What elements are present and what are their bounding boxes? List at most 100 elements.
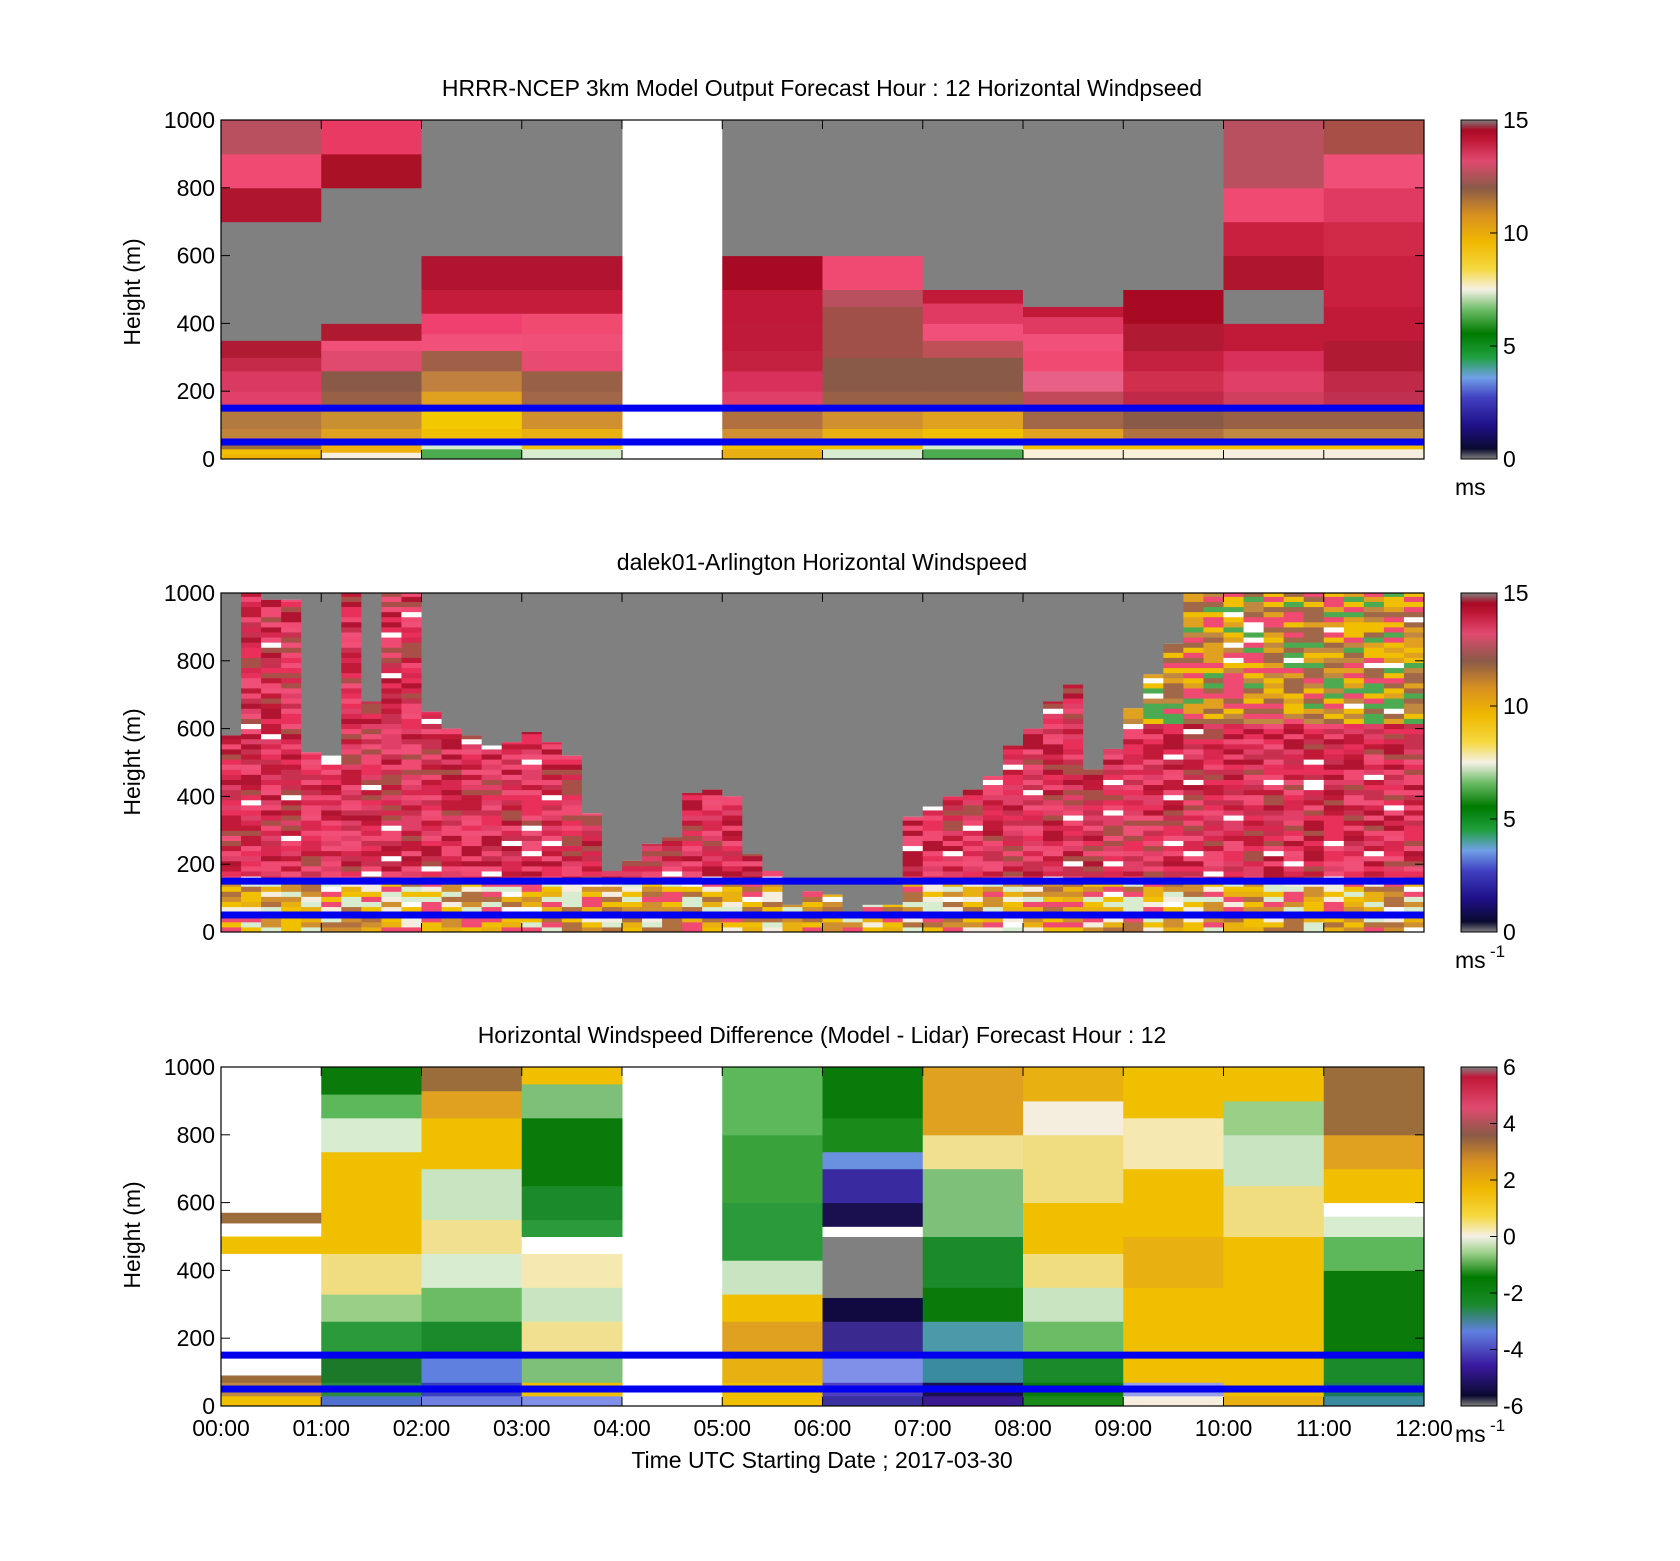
heatmap-cell <box>281 621 302 628</box>
heatmap-cell <box>261 682 282 689</box>
heatmap-cell <box>1103 906 1124 913</box>
heatmap-cell <box>1243 906 1265 913</box>
heatmap-cell <box>1243 662 1265 669</box>
heatmap-cell <box>822 901 844 908</box>
heatmap-cell <box>1303 667 1325 674</box>
heatmap-cell <box>1203 926 1224 933</box>
heatmap-cell <box>1243 896 1265 902</box>
heatmap-cell <box>1063 794 1084 801</box>
heatmap-cell <box>1163 850 1184 857</box>
heatmap-cell <box>1203 835 1224 841</box>
heatmap-cell <box>341 693 362 699</box>
heatmap-cell <box>1323 896 1345 902</box>
heatmap-cell <box>1023 860 1044 867</box>
heatmap-cell <box>1223 1355 1325 1383</box>
heatmap-cell <box>922 845 944 852</box>
heatmap-cell <box>481 799 503 806</box>
heatmap-cell <box>381 748 402 755</box>
heatmap-cell <box>1323 789 1345 796</box>
heatmap-cell <box>381 906 402 913</box>
heatmap-cell <box>401 652 422 658</box>
heatmap-cell <box>261 647 282 653</box>
heatmap-cell <box>982 865 1004 872</box>
heatmap-cell <box>1243 774 1265 780</box>
heatmap-cell <box>1323 1236 1425 1271</box>
heatmap-cell <box>1063 684 1084 689</box>
heatmap-cell <box>601 916 623 923</box>
heatmap-cell <box>241 693 262 699</box>
heatmap-cell <box>1323 830 1345 836</box>
heatmap-cell <box>1043 820 1064 826</box>
heatmap-cell <box>261 748 282 755</box>
heatmap-cell <box>702 850 723 857</box>
y-tick-label: 400 <box>177 783 215 809</box>
heatmap-cell <box>1303 652 1325 658</box>
heatmap-cell <box>341 687 362 694</box>
heatmap-cell <box>241 921 262 928</box>
heatmap-cell <box>1343 789 1365 796</box>
heatmap-cell <box>1103 830 1124 836</box>
heatmap-cell <box>1183 809 1204 816</box>
heatmap-cell <box>281 769 302 775</box>
heatmap-cell <box>341 926 362 933</box>
heatmap-cell <box>1343 738 1365 745</box>
heatmap-cell <box>261 599 282 602</box>
y-tick-label: 600 <box>177 1190 215 1216</box>
heatmap-cell <box>1243 626 1265 633</box>
heatmap-cell <box>1123 860 1144 867</box>
heatmap-cell <box>1283 738 1305 745</box>
heatmap-cell <box>1203 779 1224 786</box>
heatmap-cell <box>1283 815 1305 821</box>
heatmap-cell <box>1163 677 1184 684</box>
heatmap-cell <box>1203 815 1224 821</box>
heatmap-cell <box>501 840 523 847</box>
heatmap-cell <box>1203 738 1224 745</box>
heatmap-cell <box>341 886 362 892</box>
heatmap-cell <box>281 886 302 892</box>
heatmap-cell <box>521 764 543 770</box>
heatmap-cell <box>401 830 422 836</box>
heatmap-cell <box>1303 870 1325 877</box>
heatmap-cell <box>341 621 362 628</box>
heatmap-cell <box>922 1287 1024 1322</box>
heatmap-cell <box>822 894 844 897</box>
heatmap-cell <box>1323 1202 1425 1217</box>
heatmap-cell <box>281 657 302 663</box>
heatmap-cell <box>1383 809 1405 816</box>
heatmap-cell <box>1223 713 1245 719</box>
heatmap-cell <box>521 748 543 755</box>
heatmap-cell <box>261 672 282 679</box>
heatmap-cell <box>361 759 382 765</box>
heatmap-cell <box>1143 891 1164 897</box>
heatmap-cell <box>1383 830 1405 836</box>
heatmap-cell <box>1383 825 1405 831</box>
heatmap-cell <box>381 657 402 663</box>
heatmap-cell <box>241 718 262 725</box>
heatmap-cell <box>1183 723 1204 730</box>
heatmap-cell <box>1023 789 1044 796</box>
heatmap-cell <box>1183 621 1204 628</box>
heatmap-cell <box>221 891 242 897</box>
heatmap-cell <box>1283 616 1305 623</box>
heatmap-cell <box>501 855 523 862</box>
heatmap-cell <box>401 637 422 643</box>
heatmap-cell <box>1303 677 1325 684</box>
heatmap-cell <box>1103 748 1124 755</box>
heatmap-cell <box>301 926 322 933</box>
heatmap-cell <box>421 850 443 857</box>
heatmap-cell <box>622 916 643 923</box>
heatmap-cell <box>1163 860 1184 867</box>
heatmap-cell <box>401 687 422 694</box>
heatmap-cell <box>1243 789 1265 796</box>
heatmap-cell <box>281 754 302 760</box>
heatmap-cell <box>381 769 402 775</box>
heatmap-cell <box>1223 794 1245 801</box>
heatmap-cell <box>1363 708 1385 714</box>
heatmap-cell <box>381 820 402 826</box>
heatmap-cell <box>722 809 743 816</box>
heatmap-cell <box>1143 794 1164 801</box>
heatmap-cell <box>1203 896 1224 902</box>
heatmap-cell <box>1002 799 1024 806</box>
heatmap-cell <box>501 820 523 826</box>
heatmap-cell <box>1163 830 1184 836</box>
